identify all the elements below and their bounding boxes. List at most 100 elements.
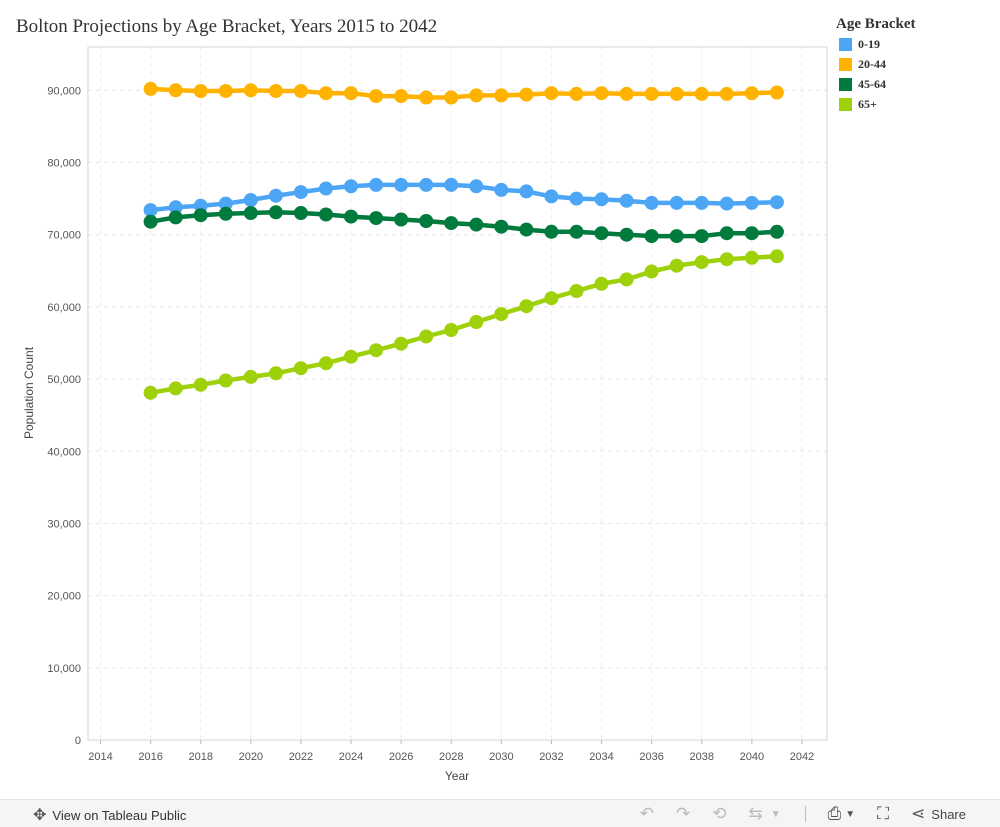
data-point [419, 329, 434, 344]
share-icon[interactable]: ⋖ [911, 804, 926, 823]
y-tick-label: 40,000 [47, 446, 81, 458]
refresh-dropdown-icon[interactable]: ▼ [770, 808, 781, 820]
data-point [243, 83, 258, 98]
data-point [644, 195, 659, 210]
undo-icon[interactable]: ↶ [639, 804, 654, 823]
legend-item-45-64[interactable]: 45-64 [836, 74, 986, 94]
data-point [519, 87, 534, 102]
legend-item-20-44[interactable]: 20-44 [836, 54, 986, 74]
data-point [694, 86, 709, 101]
data-point [569, 191, 584, 206]
view-on-tableau-label: View on Tableau Public [52, 807, 187, 823]
data-point [369, 343, 384, 358]
y-tick-label: 90,000 [47, 85, 81, 97]
download-icon[interactable]: ⎙ [827, 804, 842, 823]
data-point [369, 89, 384, 104]
data-point [619, 86, 634, 101]
y-tick-label: 70,000 [47, 230, 81, 242]
x-tick-label: 2020 [239, 751, 263, 763]
legend-label: 0-19 [858, 36, 880, 51]
data-point [218, 373, 233, 388]
data-point [243, 206, 258, 220]
y-axis-title: Population Count [22, 346, 36, 439]
legend: Age Bracket 0-19 20-44 45-64 65+ [836, 16, 986, 114]
data-point [193, 377, 208, 392]
data-point [494, 182, 509, 197]
data-point [669, 86, 684, 101]
refresh-icon[interactable]: ⇆ [748, 804, 763, 823]
data-point [369, 177, 384, 192]
data-point [394, 177, 409, 192]
data-point [268, 84, 283, 98]
data-point [494, 307, 509, 322]
data-point [769, 224, 784, 239]
data-point [519, 222, 534, 237]
data-point [619, 227, 634, 242]
data-point [168, 83, 183, 98]
x-tick-label: 2032 [539, 751, 563, 763]
legend-label: 20-44 [858, 56, 886, 71]
download-dropdown-icon[interactable]: ▼ [845, 808, 856, 820]
data-point [544, 224, 559, 239]
legend-label: 45-64 [858, 76, 886, 91]
data-point [669, 195, 684, 210]
series-0-19 [143, 177, 784, 218]
data-point [444, 177, 459, 192]
data-point [719, 86, 734, 101]
x-tick-label: 2024 [339, 751, 363, 763]
y-tick-label: 60,000 [47, 302, 81, 314]
data-point [694, 255, 709, 270]
x-tick-label: 2014 [88, 751, 112, 763]
series-line [150, 254, 778, 396]
data-point [719, 196, 734, 211]
legend-item-0-19[interactable]: 0-19 [836, 34, 986, 54]
axis-layer: 0 10,000 20,000 30,000 40,000 50,000 60,000 70,… [47, 85, 814, 763]
toolbar-actions: ↶ ↷ ⟲ ⇆ ▼ ⎙ ▼ ⛶ ⋖ Share [618, 804, 966, 824]
tableau-logo-icon: ✥ [33, 807, 47, 824]
data-point [469, 88, 484, 103]
toolbar-divider [804, 806, 806, 822]
data-point [394, 336, 409, 351]
data-point [319, 356, 333, 371]
data-point [268, 205, 283, 220]
legend-swatch [839, 57, 852, 71]
data-point [419, 177, 434, 192]
redo-icon[interactable]: ↷ [675, 804, 691, 823]
data-point [769, 195, 784, 210]
y-tick-label: 30,000 [47, 518, 81, 530]
x-tick-label: 2016 [138, 751, 162, 763]
legend-label: 65+ [858, 96, 877, 111]
data-point [744, 250, 759, 265]
data-point [344, 86, 358, 101]
data-point [719, 252, 734, 267]
data-point [394, 212, 409, 227]
x-tick-label: 2042 [790, 751, 814, 763]
data-point [218, 84, 233, 98]
data-point [594, 276, 609, 291]
x-tick-label: 2036 [639, 751, 663, 763]
data-point [369, 211, 384, 226]
data-point [769, 249, 784, 264]
data-point [719, 226, 734, 241]
data-point [469, 179, 484, 194]
y-tick-label: 0 [75, 735, 81, 747]
data-point [293, 206, 308, 220]
data-point [243, 193, 258, 207]
data-point [193, 208, 208, 223]
data-point [143, 203, 158, 218]
view-on-tableau-link[interactable]: ✥ View on Tableau Public [33, 805, 186, 825]
data-point [168, 381, 183, 396]
legend-item-65-plus[interactable]: 65+ [836, 94, 986, 114]
data-point [619, 272, 634, 287]
data-point [419, 90, 434, 105]
chart-title: Bolton Projections by Age Bracket, Years… [16, 16, 438, 37]
data-point [744, 226, 759, 241]
x-tick-label: 2040 [740, 751, 764, 763]
data-point [694, 229, 709, 244]
fullscreen-icon[interactable]: ⛶ [877, 804, 890, 823]
data-point [644, 229, 659, 244]
share-button[interactable]: Share [931, 806, 966, 822]
revert-icon[interactable]: ⟲ [712, 804, 727, 823]
legend-swatch [839, 97, 852, 111]
data-point [444, 90, 459, 105]
